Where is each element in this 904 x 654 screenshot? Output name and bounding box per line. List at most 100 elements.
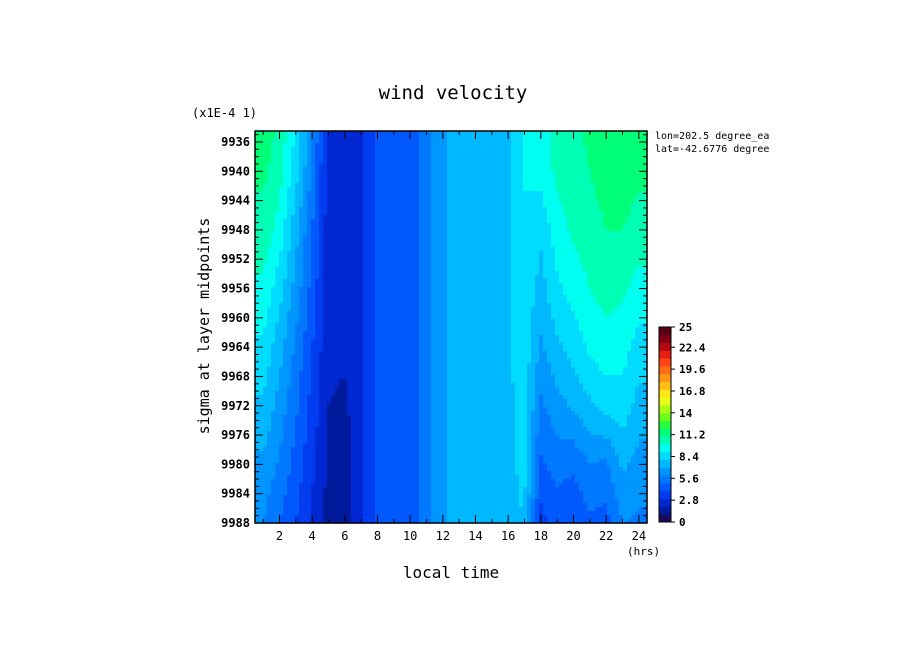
heatmap-cell xyxy=(451,131,456,136)
heatmap-cell xyxy=(579,163,584,168)
heatmap-cell xyxy=(523,219,528,224)
heatmap-cell xyxy=(495,223,500,228)
heatmap-cell xyxy=(259,135,264,140)
heatmap-cell xyxy=(383,247,388,252)
heatmap-cell xyxy=(455,135,460,140)
heatmap-cell xyxy=(611,327,616,332)
heatmap-cell xyxy=(599,155,604,160)
heatmap-cell xyxy=(307,151,312,156)
heatmap-cell xyxy=(627,135,632,140)
heatmap-cell xyxy=(379,183,384,188)
heatmap-cell xyxy=(439,275,444,280)
heatmap-cell xyxy=(319,203,324,208)
heatmap-cell xyxy=(639,223,644,228)
heatmap-cell xyxy=(567,143,572,148)
heatmap-cell xyxy=(391,167,396,172)
heatmap-cell xyxy=(443,215,448,220)
heatmap-cell xyxy=(367,135,372,140)
heatmap-cell xyxy=(527,327,532,332)
heatmap-cell xyxy=(547,219,552,224)
heatmap-cell xyxy=(431,227,436,232)
heatmap-cell xyxy=(515,323,520,328)
heatmap-cell xyxy=(631,295,636,300)
heatmap-cell xyxy=(311,267,316,272)
heatmap-cell xyxy=(531,147,536,152)
heatmap-cell xyxy=(303,231,308,236)
heatmap-cell xyxy=(459,235,464,240)
heatmap-cell xyxy=(355,303,360,308)
heatmap-cell xyxy=(395,143,400,148)
heatmap-cell xyxy=(515,135,520,140)
heatmap-cell xyxy=(547,311,552,316)
heatmap-cell xyxy=(615,211,620,216)
heatmap-cell xyxy=(435,135,440,140)
heatmap-cell xyxy=(535,175,540,180)
heatmap-cell xyxy=(283,323,288,328)
heatmap-cell xyxy=(443,295,448,300)
heatmap-cell xyxy=(603,139,608,144)
heatmap-cell xyxy=(475,255,480,260)
heatmap-cell xyxy=(427,295,432,300)
heatmap-cell xyxy=(343,303,348,308)
heatmap-cell xyxy=(287,199,292,204)
heatmap-cell xyxy=(579,159,584,164)
heatmap-cell xyxy=(563,267,568,272)
heatmap-cell xyxy=(599,331,604,336)
heatmap-cell xyxy=(467,303,472,308)
heatmap-cell xyxy=(515,171,520,176)
heatmap-cell xyxy=(471,171,476,176)
heatmap-cell xyxy=(403,275,408,280)
heatmap-cell xyxy=(627,267,632,272)
heatmap-cell xyxy=(531,267,536,272)
heatmap-cell xyxy=(419,199,424,204)
heatmap-cell xyxy=(443,179,448,184)
heatmap-cell xyxy=(531,247,536,252)
heatmap-cell xyxy=(451,215,456,220)
heatmap-cell xyxy=(503,331,508,336)
heatmap-cell xyxy=(423,187,428,192)
heatmap-cell xyxy=(359,307,364,312)
heatmap-cell xyxy=(643,295,648,300)
heatmap-cell xyxy=(551,267,556,272)
heatmap-cell xyxy=(483,179,488,184)
heatmap-cell xyxy=(359,263,364,268)
heatmap-cell xyxy=(283,291,288,296)
heatmap-cell xyxy=(391,271,396,276)
heatmap-cell xyxy=(523,287,528,292)
heatmap-cell xyxy=(555,139,560,144)
heatmap-cell xyxy=(527,243,532,248)
heatmap-cell xyxy=(255,283,260,288)
heatmap-cell xyxy=(595,187,600,192)
heatmap-cell xyxy=(379,227,384,232)
heatmap-cell xyxy=(367,195,372,200)
heatmap-cell xyxy=(583,231,588,236)
heatmap-cell xyxy=(567,279,572,284)
heatmap-cell xyxy=(495,307,500,312)
heatmap-cell xyxy=(547,203,552,208)
heatmap-cell xyxy=(295,279,300,284)
heatmap-cell xyxy=(311,311,316,316)
heatmap-cell xyxy=(287,255,292,260)
heatmap-cell xyxy=(271,263,276,268)
heatmap-cell xyxy=(367,155,372,160)
heatmap-cell xyxy=(551,223,556,228)
heatmap-cell xyxy=(559,191,564,196)
heatmap-cell xyxy=(283,183,288,188)
heatmap-cell xyxy=(639,307,644,312)
heatmap-cell xyxy=(303,199,308,204)
heatmap-cell xyxy=(531,183,536,188)
heatmap-cell xyxy=(551,175,556,180)
heatmap-cell xyxy=(507,183,512,188)
heatmap-cell xyxy=(639,151,644,156)
heatmap-cell xyxy=(607,287,612,292)
heatmap-cell xyxy=(459,291,464,296)
heatmap-cell xyxy=(611,143,616,148)
heatmap-cell xyxy=(591,235,596,240)
heatmap-cell xyxy=(479,199,484,204)
heatmap-cell xyxy=(295,195,300,200)
heatmap-cell xyxy=(471,311,476,316)
heatmap-cell xyxy=(463,167,468,172)
heatmap-cell xyxy=(355,251,360,256)
heatmap-cell xyxy=(519,239,524,244)
heatmap-cell xyxy=(291,327,296,332)
